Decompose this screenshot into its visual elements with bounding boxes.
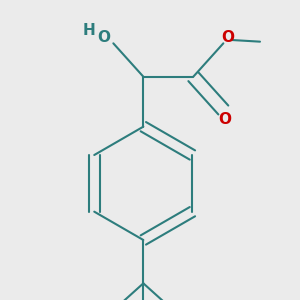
Text: H: H: [83, 23, 96, 38]
Text: O: O: [218, 112, 232, 127]
Text: O: O: [98, 30, 110, 45]
Text: O: O: [221, 30, 234, 45]
